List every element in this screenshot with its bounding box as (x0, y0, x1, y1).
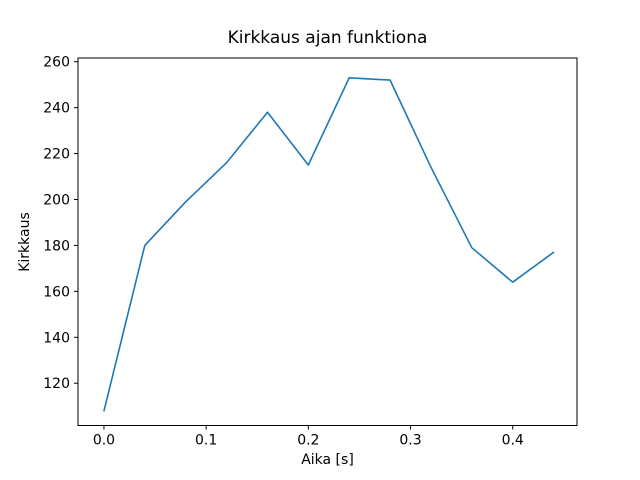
data-line-kirkkaus (103, 77, 555, 412)
y-tick-label: 220 (43, 147, 70, 163)
x-axis-label: Aika [s] (301, 452, 354, 468)
y-tick-label: 240 (43, 101, 70, 117)
x-tick-label: 0.2 (297, 433, 319, 449)
x-tick-label: 0.0 (93, 433, 115, 449)
y-tick-label: 260 (43, 55, 70, 71)
y-tick-label: 140 (43, 330, 70, 346)
y-tick-label: 180 (43, 238, 70, 254)
x-tick-label: 0.4 (502, 433, 524, 449)
x-tick-label: 0.3 (399, 433, 421, 449)
y-tick-label: 200 (43, 192, 70, 208)
x-tick-label: 0.1 (195, 433, 217, 449)
chart-title: Kirkkaus ajan funktiona (227, 28, 428, 48)
axes-spines (77, 57, 578, 426)
y-tick-label: 160 (43, 284, 70, 300)
y-tick-label: 120 (43, 376, 70, 392)
